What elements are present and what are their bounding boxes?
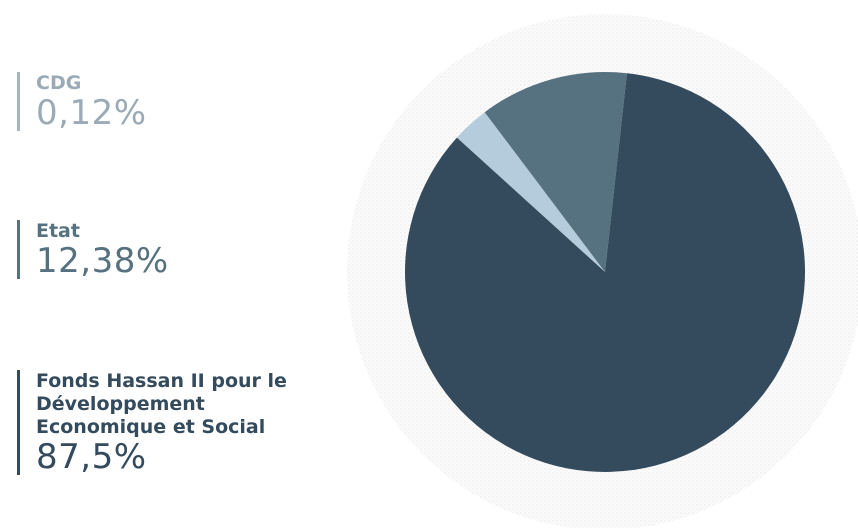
legend-value-fonds-hassan-ii: 87,5% — [36, 437, 147, 477]
legend-label-etat: Etat — [36, 220, 80, 242]
legend-value-cdg: 0,12% — [36, 93, 147, 133]
legend-entry-fonds-hassan-ii: Fonds Hassan II pour le Développement Ec… — [17, 370, 296, 475]
legend-entry-etat: Etat 12,38% — [17, 220, 169, 279]
pie-slice-cdg — [456, 112, 605, 272]
legend-value-etat: 12,38% — [36, 241, 169, 281]
pie-slice-fonds-hassan-ii — [404, 73, 805, 472]
pie-slices — [404, 72, 805, 472]
legend-label-cdg: CDG — [36, 72, 82, 94]
pie-slice-etat — [484, 72, 627, 272]
legend-label-fonds-hassan-ii: Fonds Hassan II pour le Développement Ec… — [36, 370, 287, 438]
legend-entry-cdg: CDG 0,12% — [17, 72, 147, 131]
